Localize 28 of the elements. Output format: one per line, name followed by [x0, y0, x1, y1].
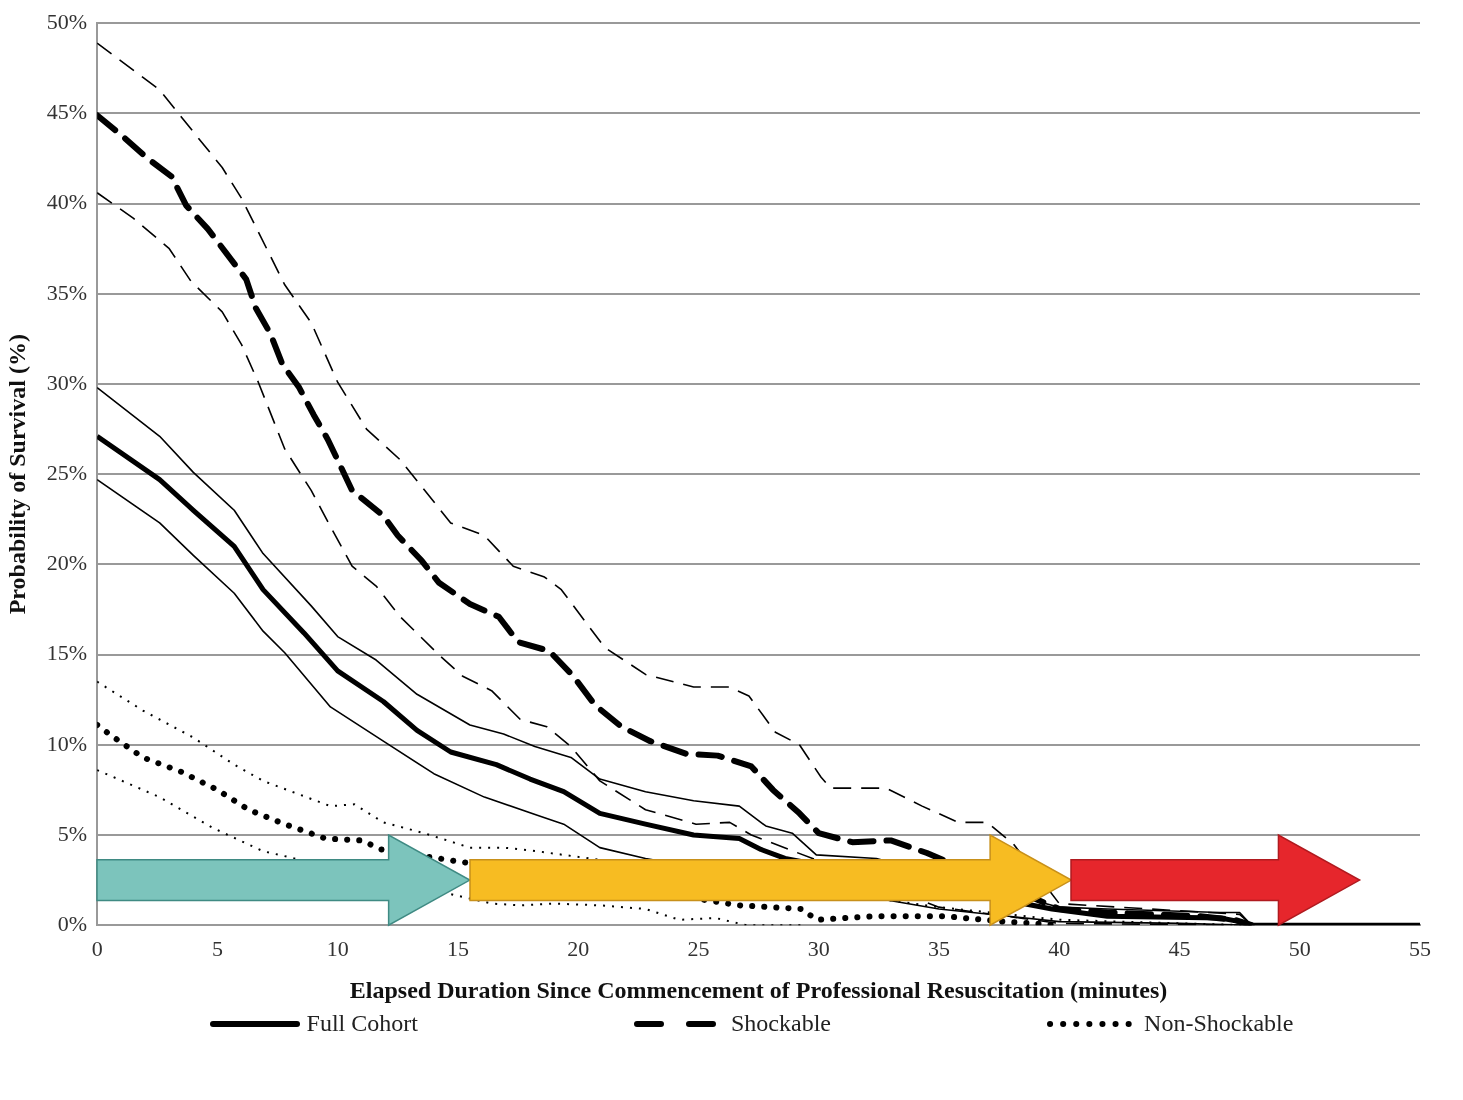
- y-tick-label: 50%: [46, 8, 88, 34]
- x-tick-label: 10: [326, 936, 349, 962]
- y-tick-label: 45%: [46, 99, 88, 125]
- x-tick-label: 20: [567, 936, 590, 962]
- legend-label: Full Cohort: [306, 1010, 418, 1037]
- x-tick-label: 35: [927, 936, 950, 962]
- y-tick-label: 30%: [46, 369, 88, 395]
- y-tick-label: 15%: [46, 640, 88, 666]
- x-tick-label: 40: [1048, 936, 1071, 962]
- y-tick-label: 25%: [46, 459, 88, 485]
- legend-label: Non-Shockable: [1144, 1010, 1294, 1037]
- y-tick-label: 5%: [57, 820, 88, 846]
- y-tick-label: 40%: [46, 189, 88, 215]
- x-tick-label: 45: [1168, 936, 1191, 962]
- x-tick-label: 5: [211, 936, 223, 962]
- x-tick-label: 0: [91, 936, 103, 962]
- x-tick-label: 25: [687, 936, 710, 962]
- legend-label: Shockable: [731, 1010, 831, 1037]
- x-tick-label: 15: [446, 936, 469, 962]
- y-tick-label: 0%: [57, 910, 88, 936]
- x-axis-title: Elapsed Duration Since Commencement of Professional Resuscitation (minutes): [349, 976, 1168, 1003]
- y-axis-title: Probability of Survival (%): [3, 334, 30, 615]
- y-tick-label: 10%: [46, 730, 88, 756]
- x-tick-label: 50: [1288, 936, 1311, 962]
- x-tick-label: 30: [807, 936, 830, 962]
- y-tick-label: 20%: [46, 550, 88, 576]
- y-tick-label: 35%: [46, 279, 88, 305]
- x-tick-label: 55: [1409, 936, 1431, 962]
